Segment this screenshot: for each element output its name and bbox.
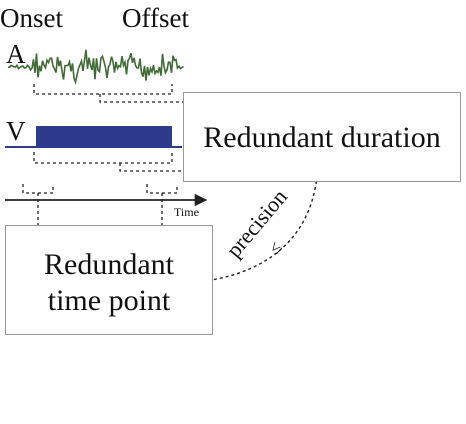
- visual-label: V: [6, 116, 26, 146]
- audio-to-duration-arrow: [99, 94, 197, 107]
- audio-label: A: [6, 39, 26, 69]
- visual-stimulus-bar: [36, 126, 172, 147]
- redundant-time-point-box: Redundant time point: [5, 225, 213, 335]
- visual-to-duration-arrow: [119, 163, 197, 176]
- time-axis-label: Time: [174, 205, 199, 219]
- redundant-time-point-line1: Redundant: [44, 248, 174, 281]
- audio-waveform: [7, 49, 184, 85]
- redundant-duration-label: Redundant duration: [203, 121, 441, 154]
- onset-bracket: [22, 184, 54, 194]
- precision-curve: [195, 157, 319, 283]
- redundant-time-point-line2: time point: [47, 284, 171, 317]
- offset-bracket: [146, 184, 178, 194]
- visual-duration-bracket: [33, 152, 173, 164]
- redundant-duration-box: Redundant duration: [183, 92, 461, 182]
- onset-label: Onset: [0, 3, 63, 33]
- offset-label: Offset: [122, 3, 189, 33]
- audio-duration-bracket: [33, 84, 173, 95]
